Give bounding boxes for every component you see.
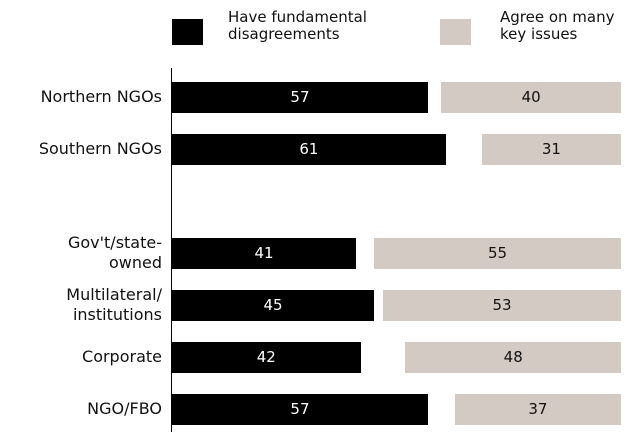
legend-swatch: [172, 19, 203, 45]
value-label: 61: [299, 140, 319, 158]
bar: 40: [441, 81, 621, 113]
bar: 42: [172, 341, 361, 373]
legend-label: Agree on many key issues: [500, 8, 615, 43]
category-label: NGO/FBO: [87, 399, 162, 418]
category-label: Northern NGOs: [40, 87, 162, 106]
bar: 31: [481, 133, 621, 165]
value-label: 41: [254, 244, 274, 262]
value-label: 57: [290, 400, 310, 418]
value-label: 53: [492, 296, 512, 314]
value-label: 45: [263, 296, 283, 314]
value-label: 48: [503, 348, 523, 366]
bar: 48: [405, 341, 621, 373]
legend-swatch: [440, 19, 471, 45]
bar: 61: [172, 133, 446, 165]
bar: 45: [172, 289, 375, 321]
bar: 53: [383, 289, 621, 321]
value-label: 37: [528, 400, 548, 418]
category-label: Gov't/state- owned: [67, 233, 162, 272]
bar: 57: [172, 81, 428, 113]
value-label: 57: [290, 88, 310, 106]
value-label: 42: [256, 348, 276, 366]
category-label: Multilateral/ institutions: [66, 285, 162, 324]
value-label: 31: [541, 140, 561, 158]
legend-label: Have fundamental disagreements: [228, 8, 367, 43]
axis-line: [171, 68, 172, 432]
bar: 57: [172, 393, 428, 425]
value-label: 55: [487, 244, 508, 262]
bar: 37: [454, 393, 621, 425]
bar: 41: [172, 237, 357, 269]
category-label: Corporate: [82, 347, 162, 366]
value-label: 40: [521, 88, 541, 106]
bar: 55: [374, 237, 621, 269]
category-label: Southern NGOs: [38, 139, 162, 158]
